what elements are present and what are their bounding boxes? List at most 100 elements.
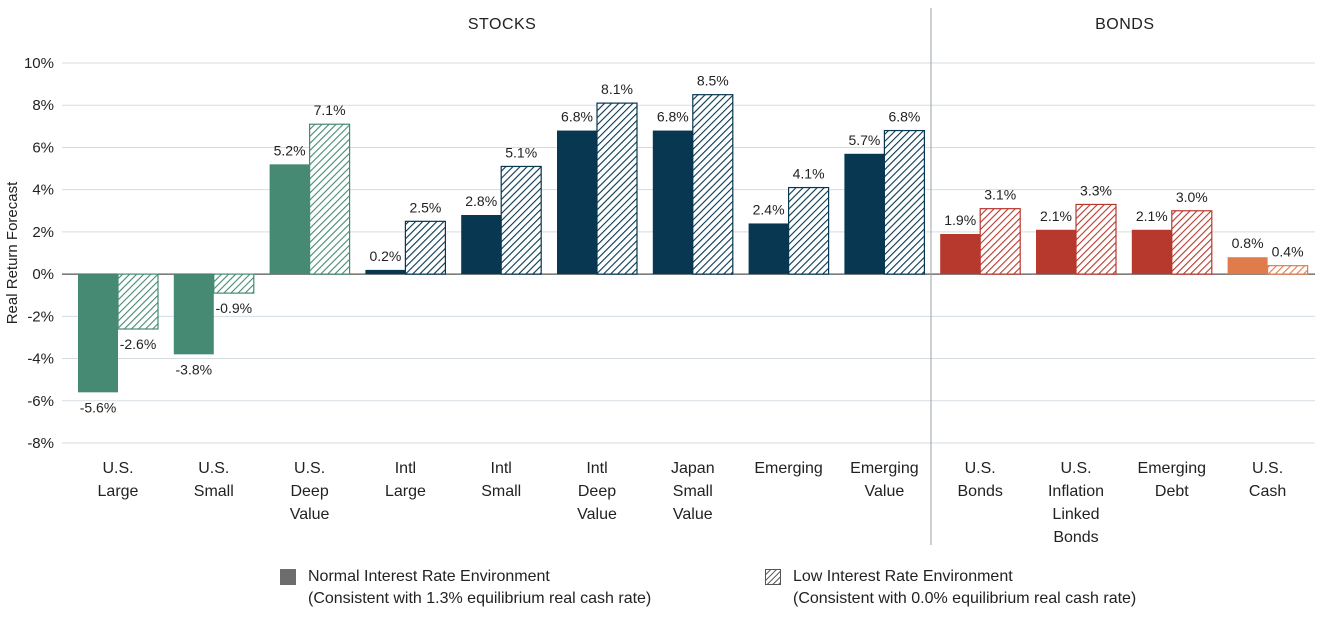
bar-normal — [557, 130, 597, 275]
data-label: -2.6% — [120, 336, 157, 352]
data-label: 5.2% — [274, 142, 306, 158]
category-label: U.S. — [1252, 460, 1283, 477]
data-label: 1.9% — [944, 212, 976, 228]
category-label: Debt — [1155, 483, 1189, 500]
legend-low: Low Interest Rate Environment (Consisten… — [765, 566, 1136, 610]
section-label: BONDS — [1095, 16, 1154, 33]
y-axis-label: Real Return Forecast — [4, 181, 21, 324]
category-label: Inflation — [1048, 483, 1104, 500]
bar-low — [692, 94, 734, 275]
category-label: Value — [865, 483, 905, 500]
category-label: Large — [98, 483, 139, 500]
category-label: Japan — [671, 460, 715, 477]
category-label: Emerging — [754, 460, 822, 477]
data-label: 2.8% — [465, 193, 497, 209]
labels: 10% 8% 6% 4% 2% 0% -2% -4% -6% -8% Real Return For… — [4, 16, 1304, 546]
bar-chart: 10% 8% 6% 4% 2% 0% -2% -4% -6% -8% Real Return For… — [4, 8, 1315, 546]
data-label: 5.1% — [505, 144, 537, 160]
data-label: 0.8% — [1232, 235, 1264, 251]
data-label: 6.8% — [888, 109, 920, 125]
category-label: Intl — [586, 460, 607, 477]
category-label: Bonds — [958, 483, 1003, 500]
bar-normal — [1036, 229, 1076, 275]
data-label: 3.1% — [984, 187, 1016, 203]
bar-low — [500, 165, 542, 275]
bar-normal — [748, 223, 789, 275]
data-label: -3.8% — [176, 361, 213, 377]
bar-low — [213, 273, 255, 294]
category-label: Intl — [491, 460, 512, 477]
bar-low — [117, 273, 159, 330]
data-label: 5.7% — [848, 132, 880, 148]
y-tick-label: 6% — [32, 139, 54, 156]
category-label: Emerging — [850, 460, 918, 477]
category-label: U.S. — [965, 460, 996, 477]
bar-low — [979, 208, 1021, 275]
bar-normal — [461, 215, 502, 275]
bars — [78, 94, 1309, 393]
category-label: U.S. — [1060, 460, 1091, 477]
y-tick-label: -2% — [27, 308, 54, 325]
y-tick-label: -6% — [27, 393, 54, 410]
bar-normal — [365, 269, 406, 275]
legend-normal-subtitle: (Consistent with 1.3% equilibrium real c… — [308, 590, 652, 607]
category-label: Large — [385, 483, 426, 500]
category-label: Value — [577, 506, 617, 523]
bar-low — [596, 102, 638, 275]
legend-low-text: Low Interest Rate Environment (Consisten… — [793, 566, 1136, 610]
y-tick-label: -4% — [27, 351, 54, 368]
category-label: Deep — [290, 483, 328, 500]
category-label: Linked — [1052, 506, 1099, 523]
bar-normal — [1227, 257, 1268, 275]
data-label: 0.2% — [369, 248, 401, 264]
y-tick-label: 2% — [32, 224, 54, 241]
y-tick-label: 10% — [24, 55, 54, 72]
bar-low — [1266, 265, 1309, 275]
data-label: 3.0% — [1176, 189, 1208, 205]
bar-normal — [173, 274, 214, 355]
y-tick-label: -8% — [27, 435, 54, 452]
category-label: U.S. — [198, 460, 229, 477]
bar-low — [309, 123, 351, 275]
data-label: 7.1% — [314, 102, 346, 118]
bar-low — [1075, 203, 1117, 275]
y-tick-label: 8% — [32, 97, 54, 114]
data-label: -5.6% — [80, 399, 117, 415]
bar-low — [1171, 210, 1213, 275]
category-label: Small — [673, 483, 713, 500]
bar-low — [883, 129, 926, 275]
category-label: Cash — [1249, 483, 1286, 500]
bar-low — [404, 220, 446, 275]
category-label: Small — [481, 483, 521, 500]
category-label: Value — [673, 506, 713, 523]
bar-normal — [652, 130, 693, 275]
category-label: Small — [194, 483, 234, 500]
bar-normal — [844, 153, 885, 275]
category-label: Value — [290, 506, 330, 523]
legend-low-subtitle: (Consistent with 0.0% equilibrium real c… — [793, 590, 1137, 607]
data-label: 6.8% — [561, 109, 593, 125]
y-tick-label: 0% — [32, 266, 54, 283]
legend-normal-text: Normal Interest Rate Environment (Consis… — [308, 566, 651, 610]
legend-low-title: Low Interest Rate Environment — [793, 568, 1013, 585]
data-label: 8.5% — [697, 73, 729, 89]
legend-normal: Normal Interest Rate Environment (Consis… — [280, 566, 651, 610]
bar-normal — [78, 274, 118, 393]
category-label: U.S. — [102, 460, 133, 477]
legend-normal-swatch — [280, 569, 296, 585]
data-label: -0.9% — [216, 300, 253, 316]
legend-normal-title: Normal Interest Rate Environment — [308, 568, 550, 585]
data-label: 2.4% — [753, 201, 785, 217]
data-label: 0.4% — [1272, 244, 1304, 260]
category-label: Deep — [578, 483, 616, 500]
bar-normal — [940, 234, 981, 275]
bar-normal — [1131, 229, 1172, 275]
category-label: Intl — [395, 460, 416, 477]
bar-normal — [269, 164, 310, 275]
section-label: STOCKS — [468, 16, 537, 33]
data-label: 6.8% — [657, 109, 689, 125]
data-label: 4.1% — [793, 166, 825, 182]
data-label: 2.1% — [1136, 208, 1168, 224]
data-label: 2.1% — [1040, 208, 1072, 224]
y-tick-label: 4% — [32, 182, 54, 199]
